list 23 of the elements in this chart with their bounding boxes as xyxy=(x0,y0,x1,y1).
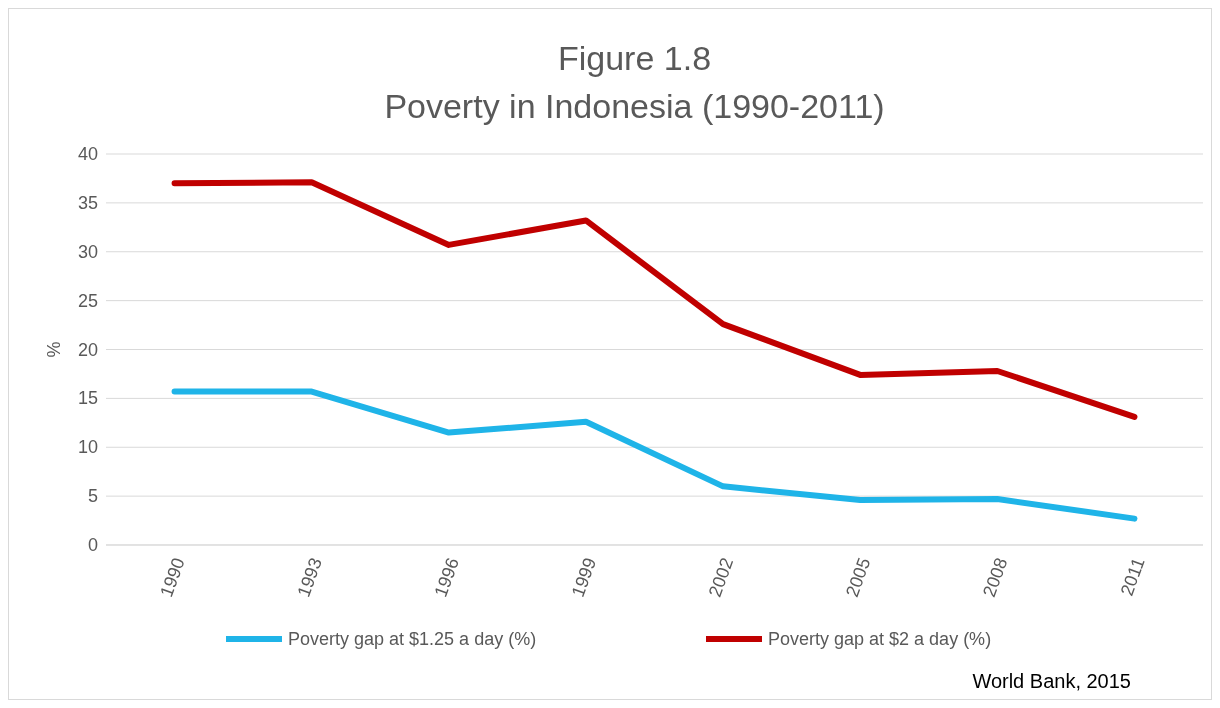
x-tick-label: 2005 xyxy=(841,555,875,600)
text: World Bank, 2015 xyxy=(972,670,1131,692)
y-tick-label: 0 xyxy=(87,535,98,555)
y-tick-label: 30 xyxy=(77,241,98,262)
y-tick-label: 5 xyxy=(87,486,98,507)
y-axis-title: % xyxy=(44,341,64,358)
legend-label: Poverty gap at $2 a day (%) xyxy=(768,629,992,649)
x-tick-label: 2011 xyxy=(1116,555,1149,599)
y-tick-label: 35 xyxy=(77,192,98,213)
y-tick-label: 15 xyxy=(77,388,98,409)
y-tick-label: 40 xyxy=(77,144,98,164)
x-tick-label: 1990 xyxy=(156,555,189,600)
x-tick-label: 1996 xyxy=(430,555,464,600)
y-tick-label: 25 xyxy=(77,290,98,311)
chart-subtitle: Poverty in Indonesia (1990-2011) xyxy=(384,87,885,125)
y-tick-label: 10 xyxy=(77,437,98,458)
chart-title: Figure 1.8 xyxy=(557,39,712,77)
x-tick-label: 1993 xyxy=(293,555,326,600)
x-tick-label: 1999 xyxy=(567,555,601,600)
legend-label: Poverty gap at $1.25 a day (%) xyxy=(288,629,537,649)
x-tick-label: 2008 xyxy=(979,555,1012,600)
x-tick-label: 2002 xyxy=(704,555,738,600)
y-tick-label: 20 xyxy=(77,339,98,360)
